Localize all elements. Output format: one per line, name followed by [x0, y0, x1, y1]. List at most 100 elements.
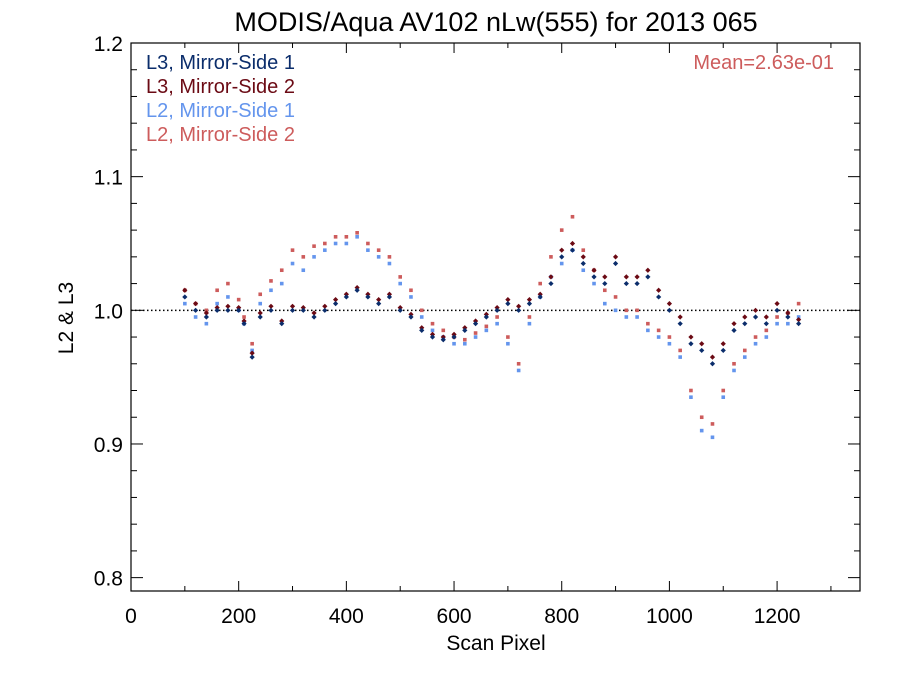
y-tick-label: 0.8: [94, 568, 123, 591]
data-point: [484, 328, 489, 333]
data-point: [463, 341, 467, 346]
data-point: [419, 308, 424, 313]
data-point: [569, 240, 576, 247]
data-point: [775, 315, 779, 319]
data-point: [204, 321, 209, 326]
data-point: [419, 325, 425, 331]
data-point: [440, 337, 446, 343]
data-point: [301, 255, 306, 259]
data-point: [226, 295, 230, 299]
data-point: [559, 247, 565, 253]
data-point: [408, 314, 414, 320]
data-point: [677, 314, 683, 320]
x-tick-label: 1000: [646, 605, 693, 628]
series-1: [182, 247, 802, 367]
series-4: [183, 214, 801, 426]
data-point: [527, 321, 532, 326]
data-point: [612, 260, 619, 267]
data-point: [699, 341, 705, 347]
data-point: [516, 361, 521, 366]
data-point: [258, 292, 263, 297]
data-point: [699, 428, 704, 433]
data-point: [398, 275, 403, 279]
data-point: [623, 274, 629, 280]
data-point: [667, 335, 672, 339]
data-point: [365, 291, 371, 297]
data-point: [241, 318, 247, 324]
data-point: [516, 303, 522, 309]
data-point: [494, 305, 500, 311]
x-tick-label: 1200: [754, 605, 801, 628]
x-tick-label: 0: [125, 605, 137, 628]
data-point: [635, 308, 639, 313]
data-point: [419, 327, 425, 333]
data-point: [689, 395, 693, 399]
data-point: [397, 307, 403, 313]
data-point: [516, 368, 521, 373]
data-point: [732, 361, 736, 366]
data-point: [332, 301, 339, 307]
legend: L3, Mirror-Side 1L3, Mirror-Side 2L2, Mi…: [146, 52, 295, 146]
data-point: [250, 348, 254, 353]
y-axis-label: L2 & L3: [55, 282, 78, 354]
data-point: [451, 331, 457, 337]
data-point: [203, 314, 209, 320]
data-point: [472, 321, 479, 327]
y-tick-label: 1.2: [94, 33, 123, 56]
data-point: [365, 294, 371, 300]
data-point: [473, 331, 478, 335]
data-point: [204, 308, 209, 313]
data-point: [322, 303, 328, 309]
legend-entry: L2, Mirror-Side 2: [146, 124, 295, 146]
data-point: [215, 288, 219, 293]
data-points: [182, 214, 802, 440]
data-point: [559, 228, 564, 232]
data-point: [397, 305, 403, 311]
data-point: [290, 248, 295, 252]
data-point: [483, 314, 489, 320]
data-point: [581, 248, 586, 252]
data-point: [344, 235, 349, 239]
data-point: [602, 301, 607, 306]
data-point: [688, 341, 694, 347]
data-point: [354, 284, 360, 291]
data-point: [774, 307, 780, 313]
data-point: [720, 341, 726, 347]
data-point: [215, 301, 219, 306]
data-point: [559, 261, 564, 266]
data-point: [376, 255, 381, 259]
data-point: [774, 301, 780, 307]
data-point: [333, 235, 338, 239]
data-point: [666, 307, 673, 313]
data-point: [699, 347, 705, 354]
data-point: [709, 354, 716, 360]
data-point: [752, 307, 759, 313]
data-point: [193, 307, 199, 313]
data-point: [236, 305, 242, 311]
data-point: [494, 307, 500, 313]
data-point: [376, 301, 382, 307]
data-point: [720, 347, 726, 354]
data-point: [250, 341, 254, 346]
data-point: [667, 341, 672, 346]
data-point: [289, 303, 296, 309]
data-point: [429, 331, 436, 337]
data-point: [785, 310, 791, 316]
data-point: [548, 280, 554, 287]
data-point: [516, 307, 522, 313]
data-point: [580, 254, 586, 260]
data-point: [376, 248, 381, 252]
data-point: [409, 288, 413, 293]
data-point: [753, 341, 758, 346]
data-point: [236, 297, 241, 302]
y-tick-label: 1.0: [94, 300, 123, 323]
data-point: [764, 335, 769, 339]
data-point: [656, 328, 661, 333]
data-point: [581, 268, 586, 273]
data-point: [742, 348, 747, 353]
data-point: [495, 315, 499, 319]
data-point: [591, 267, 597, 273]
y-tick-label: 1.1: [94, 167, 123, 190]
data-point: [472, 318, 479, 324]
